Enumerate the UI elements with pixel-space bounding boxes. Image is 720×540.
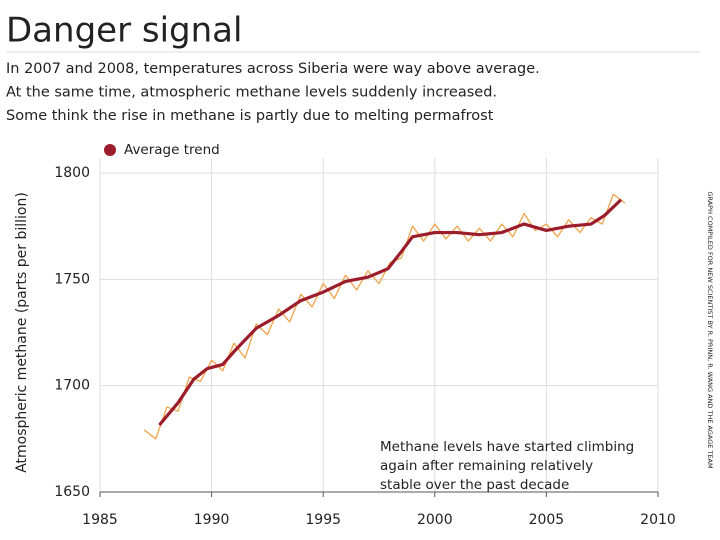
chart-title: Danger signal bbox=[6, 11, 242, 51]
y-axis-label: Atmospheric methane (parts per billion) bbox=[14, 192, 30, 473]
legend-marker bbox=[104, 144, 116, 156]
annotation: Methane levels have started climbing bbox=[380, 439, 634, 455]
annotation: stable over the past decade bbox=[380, 477, 569, 493]
y-tick-label: 1800 bbox=[54, 165, 90, 181]
subtitle: Some think the rise in methane is partly… bbox=[6, 108, 494, 124]
y-tick-label: 1700 bbox=[54, 378, 90, 394]
y-tick-label: 1750 bbox=[54, 271, 90, 287]
x-tick-label: 1995 bbox=[305, 512, 341, 528]
x-tick-label: 2005 bbox=[529, 512, 565, 528]
subtitle: At the same time, atmospheric methane le… bbox=[6, 85, 497, 101]
series-line bbox=[158, 199, 622, 426]
legend-label: Average trend bbox=[124, 142, 220, 158]
x-tick-label: 2010 bbox=[640, 512, 676, 528]
credit: GRAPH COMPILED FOR NEW SCIENTIST BY R. P… bbox=[706, 191, 714, 468]
y-tick-label: 1650 bbox=[54, 484, 90, 500]
x-tick-label: 1985 bbox=[82, 512, 118, 528]
series-line bbox=[143, 193, 626, 440]
subtitle: In 2007 and 2008, temperatures across Si… bbox=[6, 61, 540, 77]
x-tick-label: 2000 bbox=[417, 512, 453, 528]
x-tick-label: 1990 bbox=[194, 512, 230, 528]
annotation: again after remaining relatively bbox=[380, 458, 593, 474]
